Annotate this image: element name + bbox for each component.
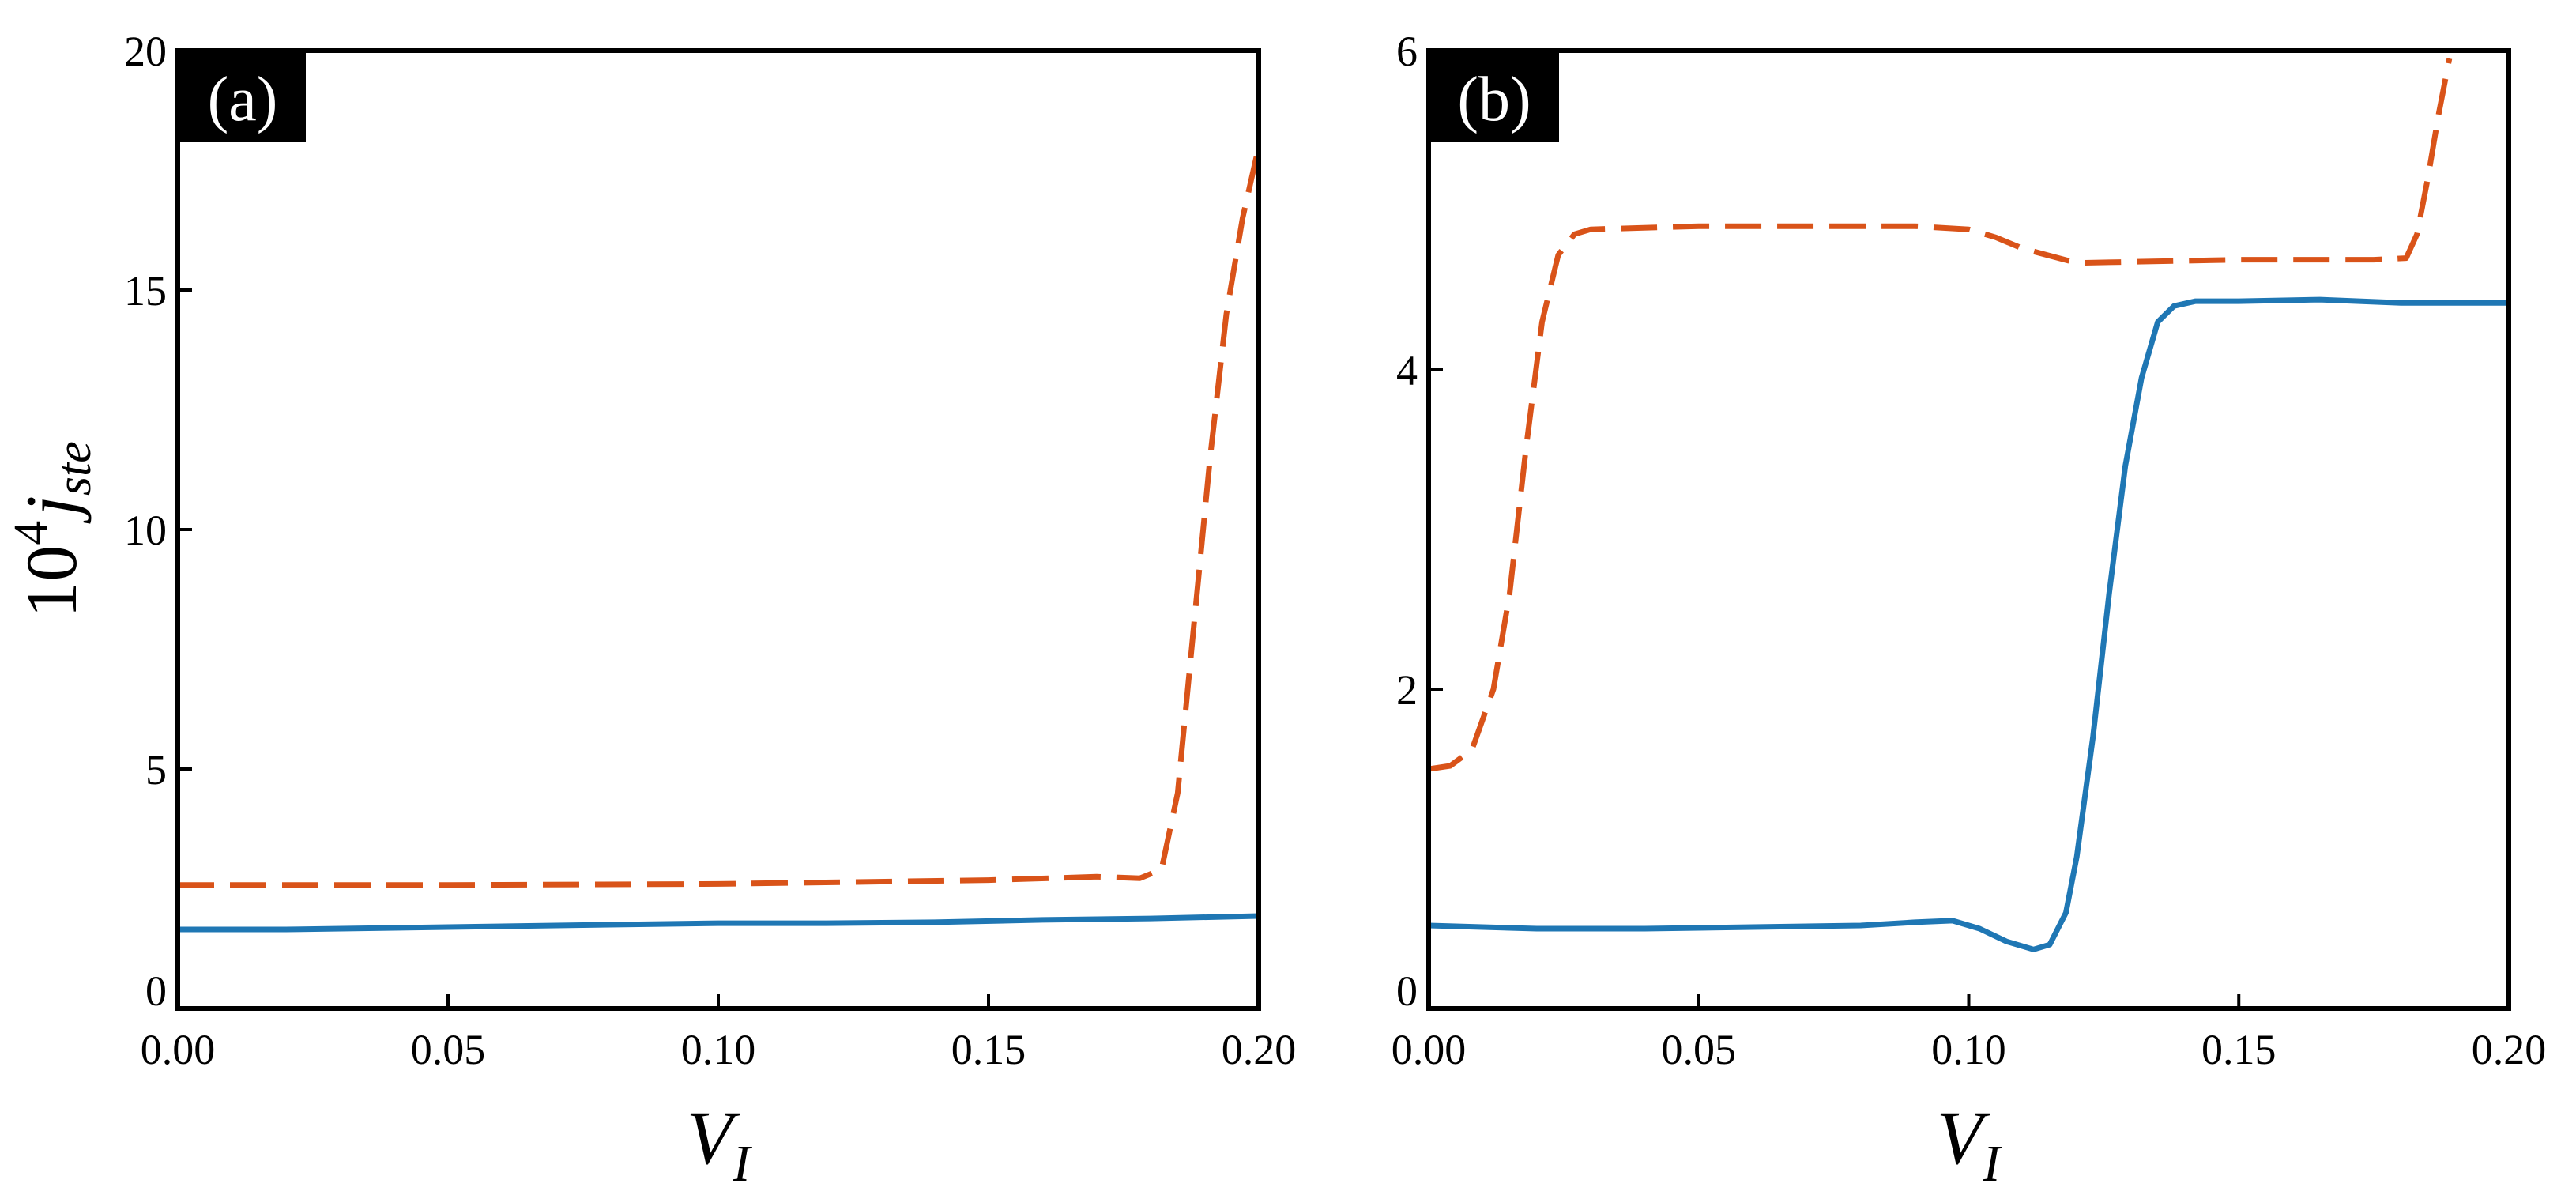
panel-a-ylabel-prefix: 10 xyxy=(11,545,92,618)
panel-a-frame xyxy=(175,48,1261,1011)
panel-a-ytick-label-0: 0 xyxy=(145,967,167,1015)
panel-a-xtick-label-1: 0.05 xyxy=(411,1026,486,1073)
panel-b-ytick-label-1: 2 xyxy=(1396,666,1418,714)
panel-a-series-solid xyxy=(178,913,1259,933)
panel-b-ytick-label-3: 6 xyxy=(1396,28,1418,75)
panel-a-tag-text: (a) xyxy=(208,65,278,134)
panel-b-ytick-label-0: 0 xyxy=(1396,967,1418,1015)
panel-b-tag: (b) xyxy=(1430,52,1559,142)
panel-a-ytick-label-4: 20 xyxy=(124,28,167,75)
panel-b-frame xyxy=(1426,48,2511,1011)
panel-a-xtick-label-2: 0.10 xyxy=(681,1026,756,1073)
panel-b-series-solid xyxy=(1429,296,2509,952)
panel-b-xtick-label-1: 0.05 xyxy=(1662,1026,1737,1073)
panel-a-ylabel-sym: j xyxy=(11,496,92,524)
panel-b-tag-text: (b) xyxy=(1457,65,1531,134)
panel-b-xlabel-main: V xyxy=(1937,1095,1990,1180)
panel-a-tag: (a) xyxy=(179,52,306,142)
panel-b-series-dashed xyxy=(1429,58,2453,772)
panel-a-ylabel-exp: 4 xyxy=(5,521,58,545)
panel-a-ylabel-sub: ste xyxy=(47,441,101,496)
panel-b: 0.00 0.05 0.10 0.15 0.20 0 2 4 6 (b) VI xyxy=(1392,28,2547,1193)
panel-a-xlabel-main: V xyxy=(687,1095,740,1180)
panel-a-series-dashed xyxy=(178,145,1259,888)
panel-a-ticks: 0.00 0.05 0.10 0.15 0.20 0 5 10 15 20 xyxy=(124,28,1296,1073)
panel-a-ytick-label-1: 5 xyxy=(145,746,167,794)
panel-a-ytick-label-3: 15 xyxy=(124,267,167,315)
panel-b-xtick-label-2: 0.10 xyxy=(1931,1026,2006,1073)
panel-a-xtick-label-3: 0.15 xyxy=(951,1026,1026,1073)
panel-a-y-axis-title: 104jste xyxy=(5,441,101,617)
panel-b-series-group xyxy=(1429,58,2509,952)
panel-b-x-axis-title: VI xyxy=(1937,1095,2003,1193)
panel-b-ticks: 0.00 0.05 0.10 0.15 0.20 0 2 4 6 xyxy=(1392,28,2547,1073)
panel-a-xlabel-sub: I xyxy=(732,1135,752,1193)
panel-b-xlabel-sub: I xyxy=(1982,1135,2002,1193)
panel-a-xtick-label-4: 0.20 xyxy=(1222,1026,1297,1073)
panel-a-ytick-label-2: 10 xyxy=(124,507,167,554)
panel-a-series-group xyxy=(178,145,1259,933)
panel-a-xtick-label-0: 0.00 xyxy=(141,1026,216,1073)
panel-b-ytick-label-2: 4 xyxy=(1396,347,1418,394)
panel-a-tag-bg xyxy=(179,52,306,142)
panel-b-tag-bg xyxy=(1430,52,1559,142)
panel-b-xtick-label-3: 0.15 xyxy=(2201,1026,2277,1073)
panel-b-xtick-label-0: 0.00 xyxy=(1392,1026,1467,1073)
panel-a-x-axis-title: VI xyxy=(687,1095,753,1193)
panel-b-xtick-label-4: 0.20 xyxy=(2472,1026,2547,1073)
